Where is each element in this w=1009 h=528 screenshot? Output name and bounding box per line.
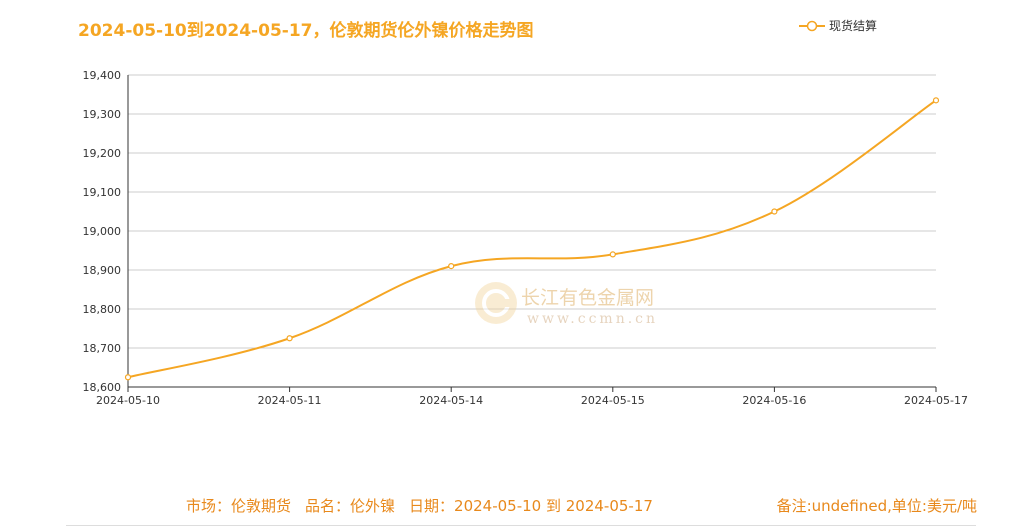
footer-product: 品名：伦外镍	[305, 497, 396, 515]
x-tick-label: 2024-05-11	[258, 394, 322, 407]
data-point	[771, 208, 778, 215]
legend[interactable]: 现货结算	[799, 17, 877, 34]
series-group	[124, 97, 940, 381]
watermark-name: 长江有色金属网	[521, 287, 654, 309]
data-point	[124, 374, 132, 381]
bottom-divider	[66, 525, 976, 526]
y-tick-label: 18,700	[83, 342, 122, 355]
x-tick-label: 2024-05-17	[904, 394, 968, 407]
footer-date: 日期：2024-05-10 到 2024-05-17	[409, 497, 653, 515]
x-tick-label: 2024-05-16	[742, 394, 806, 407]
watermark-logo-icon	[475, 282, 517, 324]
series-line	[127, 99, 937, 379]
footer-info: 市场：伦敦期货 品名：伦外镍 日期：2024-05-10 到 2024-05-17	[186, 495, 667, 516]
footer-market: 市场：伦敦期货	[186, 497, 292, 515]
legend-label: 现货结算	[829, 19, 878, 33]
footer-note: 备注:undefined,单位:美元/吨	[776, 497, 977, 515]
legend-line-icon	[799, 20, 825, 31]
x-tick-label: 2024-05-10	[96, 394, 160, 407]
watermark-url: www.ccmn.cn	[527, 311, 658, 327]
data-point	[932, 97, 940, 104]
y-tick-label: 19,200	[83, 147, 122, 160]
y-tick-label: 19,300	[83, 108, 122, 121]
y-tick-label: 18,800	[83, 303, 122, 316]
y-tick-label: 18,600	[83, 381, 122, 394]
y-tick-label: 18,900	[83, 264, 122, 277]
watermark: 长江有色金属网 www.ccmn.cn	[475, 282, 658, 327]
y-tick-label: 19,000	[83, 225, 122, 238]
data-point	[448, 263, 455, 270]
data-point	[609, 251, 616, 258]
data-point	[286, 335, 293, 342]
y-tick-label: 19,100	[83, 186, 122, 199]
axes: 18,600 18,700 18,800 18,900 19,000 19,100 19,2…	[83, 69, 968, 407]
chart-title: 2024-05-10到2024-05-17，伦敦期货伦外镍价格走势图	[78, 21, 534, 41]
y-tick-label: 19,400	[83, 69, 122, 82]
x-tick-label: 2024-05-15	[581, 394, 645, 407]
grid-lines	[128, 74, 936, 349]
x-tick-label: 2024-05-14	[419, 394, 483, 407]
